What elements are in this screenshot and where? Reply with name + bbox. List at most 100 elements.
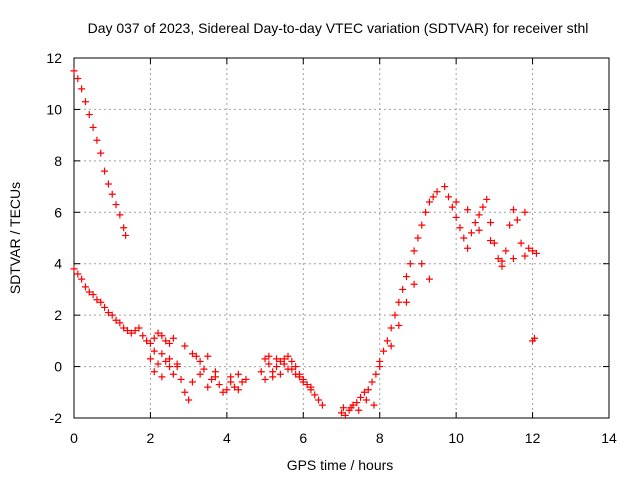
data-point [166, 355, 174, 363]
data-point [204, 383, 212, 391]
data-point [104, 180, 112, 188]
data-point [150, 334, 158, 342]
data-point [276, 357, 284, 365]
data-point [200, 365, 208, 373]
data-point [509, 255, 517, 263]
data-point [154, 360, 162, 368]
data-point [479, 203, 487, 211]
y-tick-label: 4 [54, 256, 62, 272]
data-point [85, 288, 93, 296]
data-point [532, 249, 540, 257]
data-point [273, 355, 281, 363]
data-point [146, 339, 154, 347]
data-point [299, 378, 307, 386]
data-point [418, 221, 426, 229]
data-point [357, 393, 365, 401]
data-point [104, 309, 112, 317]
x-tick-label: 6 [299, 430, 307, 446]
data-point [464, 206, 472, 214]
data-point [261, 375, 269, 383]
data-point [265, 360, 273, 368]
data-point [74, 75, 82, 83]
y-tick-label: 12 [46, 50, 62, 66]
data-point [158, 350, 166, 358]
data-point [341, 411, 349, 419]
data-point [188, 350, 196, 358]
data-point [311, 391, 319, 399]
data-point [521, 208, 529, 216]
data-point [185, 396, 193, 404]
data-point [89, 123, 97, 131]
data-point [196, 370, 204, 378]
data-point [70, 67, 78, 75]
x-tick-label: 0 [70, 430, 78, 446]
series-early-scatter [146, 342, 250, 404]
data-point [85, 111, 93, 119]
y-tick-label: 2 [54, 307, 62, 323]
data-point [273, 363, 281, 371]
data-point [93, 136, 101, 144]
y-axis-label: SDTVAR / TECUs [7, 182, 23, 294]
data-point [364, 386, 372, 394]
data-point [211, 373, 219, 381]
x-axis-label: GPS time / hours [287, 457, 394, 473]
data-point [242, 375, 250, 383]
data-point [460, 234, 468, 242]
data-point [422, 208, 430, 216]
series-rise-track [376, 188, 441, 365]
data-point [81, 98, 89, 106]
data-point [295, 373, 303, 381]
data-point [93, 296, 101, 304]
data-point [108, 190, 116, 198]
data-point [143, 337, 151, 345]
series-midday-cluster [257, 352, 326, 409]
series-upper-early-track [70, 67, 130, 239]
data-point [124, 327, 131, 335]
data-point [441, 183, 449, 191]
data-point [494, 255, 502, 263]
data-point [483, 195, 491, 203]
data-point [452, 198, 460, 206]
data-point [234, 386, 242, 394]
data-point [204, 352, 212, 360]
data-point [406, 260, 414, 268]
data-point [120, 324, 128, 332]
data-point [521, 252, 529, 260]
data-point [162, 357, 170, 365]
data-point [265, 352, 273, 360]
data-point [284, 352, 292, 360]
data-point [101, 167, 109, 175]
data-point [487, 219, 495, 227]
data-point [380, 347, 388, 355]
data-point [146, 355, 154, 363]
data-point [347, 404, 355, 412]
data-point [353, 399, 361, 407]
data-point [360, 388, 368, 396]
data-point [158, 373, 166, 381]
data-point [70, 265, 78, 273]
plot-frame [73, 57, 610, 419]
data-point [112, 316, 120, 324]
data-point [318, 401, 326, 409]
data-point [339, 404, 347, 412]
data-point [467, 229, 475, 237]
data-point [288, 365, 296, 373]
y-tick-label: 10 [46, 101, 62, 117]
data-point [402, 273, 410, 281]
data-point [315, 396, 323, 404]
chart-title: Day 037 of 2023, Sidereal Day-to-day VTE… [88, 20, 589, 36]
data-point [108, 311, 116, 319]
data-point [395, 321, 403, 329]
data-point [475, 226, 483, 234]
data-point [498, 257, 506, 265]
data-point [192, 352, 200, 360]
data-point [402, 298, 410, 306]
data-point [387, 324, 395, 332]
data-point [471, 219, 479, 227]
data-point [261, 355, 269, 363]
data-point [425, 198, 433, 206]
x-tick-label: 4 [223, 430, 231, 446]
series-night-dip [338, 363, 384, 419]
x-tick-label: 2 [147, 430, 155, 446]
grid [74, 58, 609, 418]
